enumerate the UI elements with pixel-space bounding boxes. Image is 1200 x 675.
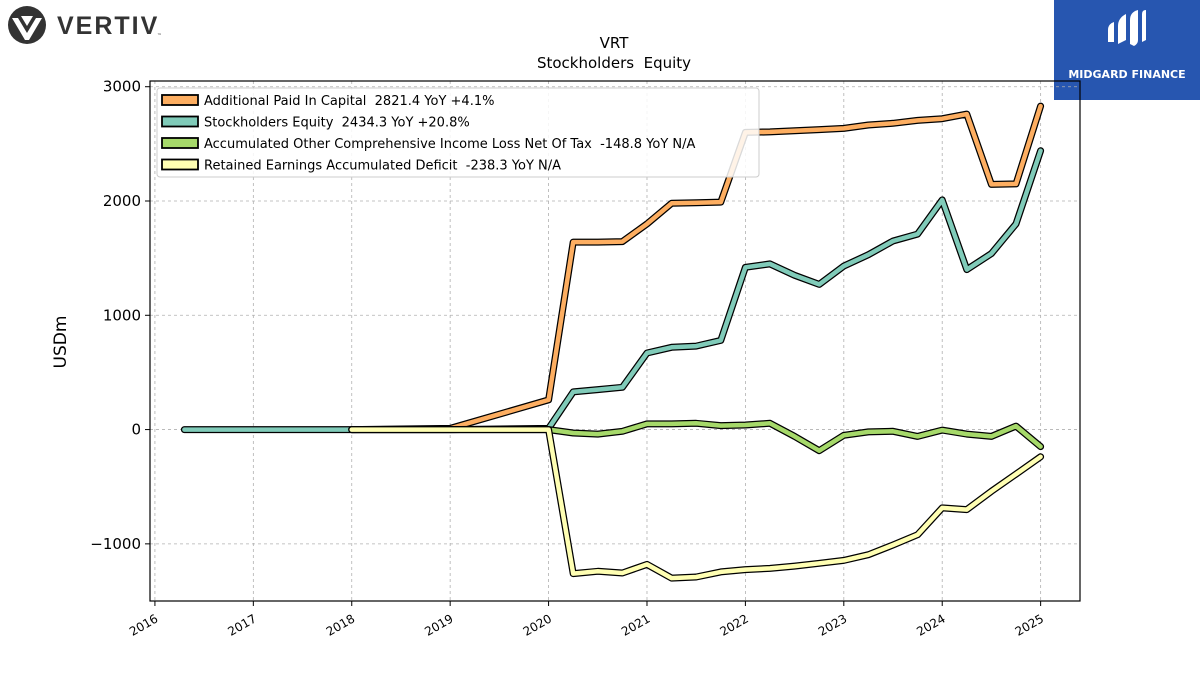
chart-title: VRT [600,34,630,52]
vertiv-wordmark: VERTIV [57,12,159,40]
midgard-finance-logo: MIDGARD FINANCE [1054,0,1200,100]
series-line-1 [182,148,1043,432]
plot-frame [149,80,1081,602]
vertiv-trademark: ™ [157,33,162,39]
x-tick-label: 2017 [225,611,258,638]
x-tick-label: 2021 [619,611,652,638]
series-line-0 [349,103,1043,432]
vertiv-logo: VERTIV ™ [8,6,162,44]
series-lines [180,102,1045,582]
series-outline-3 [348,426,1045,582]
legend-swatch [161,158,199,171]
series-line-3 [349,427,1043,581]
legend-label: Stockholders Equity 2434.3 YoY +20.8% [204,116,470,131]
y-tick-label: 3000 [103,78,141,96]
vertiv-mark-icon [8,6,46,44]
y-axis-label: USDm [51,316,71,369]
legend-label: Additional Paid In Capital 2821.4 YoY +4… [204,94,494,109]
x-tick-label: 2020 [521,611,554,638]
legend-box [156,87,760,178]
x-tick-label: 2023 [816,611,849,638]
x-tick-label: 2025 [1013,611,1046,638]
legend-swatch [161,115,199,128]
y-tick-label: 2000 [103,192,141,210]
midgard-mark-icon [1108,10,1146,46]
midgard-wordmark: MIDGARD FINANCE [1068,68,1186,81]
legend: Additional Paid In Capital 2821.4 YoY +4… [156,87,760,178]
legend-label: Accumulated Other Comprehensive Income L… [204,137,695,152]
chart-subtitle: Stockholders Equity [537,54,691,72]
x-tick-label: 2024 [914,611,947,638]
y-tick-label: 0 [131,421,141,439]
legend-label: Retained Earnings Accumulated Deficit -2… [204,159,561,174]
series-line-2 [349,421,1043,453]
legend-swatch [161,94,199,106]
y-tick-label: −1000 [90,535,141,553]
y-tick-label: 1000 [103,306,141,324]
x-tick-label: 2016 [127,611,160,638]
x-tick-label: 2019 [422,611,455,638]
x-tick-label: 2022 [717,611,750,638]
x-tick-label: 2018 [324,611,357,638]
legend-swatch [161,137,199,149]
